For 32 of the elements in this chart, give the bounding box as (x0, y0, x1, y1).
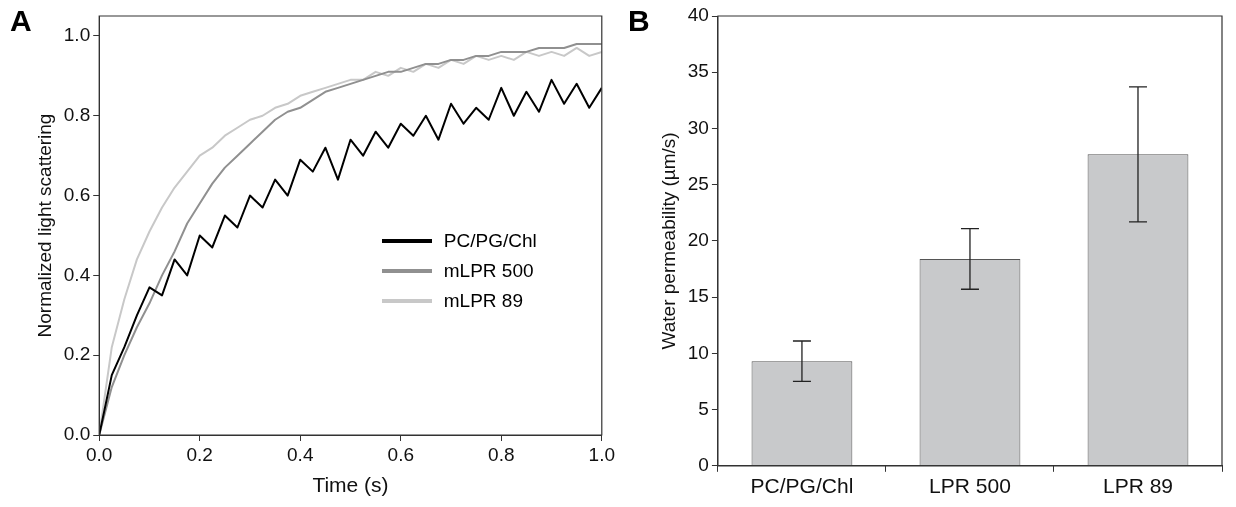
x-tick-label: 0.2 (186, 443, 213, 465)
x-tick-label: PC/PG/Chl (750, 474, 854, 498)
x-tick-label: 0.8 (488, 443, 515, 465)
x-axis-title: Time (s) (312, 473, 389, 497)
legend-label: mLPR 89 (443, 289, 523, 312)
x-tick-label: 0.4 (287, 443, 314, 465)
y-tick-label: 0.4 (63, 263, 91, 285)
y-tick-label: 20 (687, 229, 709, 251)
y-tick-label: 0.8 (63, 104, 91, 125)
y-axis-title: Normalized light scattering (33, 113, 55, 338)
x-tick-label: LPR 500 (929, 474, 1011, 498)
y-tick-label: 0.6 (63, 183, 91, 205)
x-tick-label: 0.0 (86, 443, 113, 465)
y-tick-label: 1.0 (63, 24, 91, 46)
x-tick-label: LPR 89 (1102, 474, 1174, 498)
y-tick-label: 0 (698, 454, 709, 476)
x-tick-label: 0.6 (387, 443, 414, 465)
y-tick-label: 15 (687, 285, 709, 307)
y-tick-label: 25 (687, 172, 709, 194)
chart-title: B (628, 4, 650, 38)
y-axis-title: Water permeability (µm/s) (657, 132, 679, 350)
legend-label: PC/PG/Chl (443, 229, 537, 252)
x-tick-label: 1.0 (588, 443, 615, 465)
chart-title: A (10, 4, 32, 38)
y-tick-label: 0.2 (63, 343, 91, 365)
y-tick-label: 30 (687, 116, 709, 138)
y-tick-label: 10 (687, 341, 709, 363)
y-tick-label: 35 (687, 60, 709, 82)
y-tick-label: 5 (698, 397, 709, 419)
legend-label: mLPR 500 (443, 259, 534, 282)
y-tick-label: 40 (687, 4, 709, 26)
y-tick-label: 0.0 (63, 423, 91, 445)
